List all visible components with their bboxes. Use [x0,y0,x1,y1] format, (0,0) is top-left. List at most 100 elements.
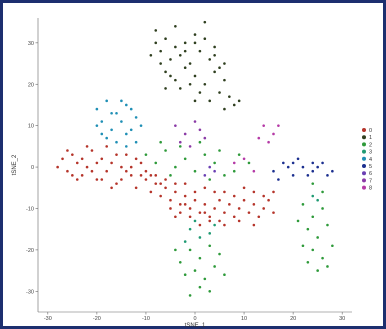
scatter-point-cluster-1 [174,24,177,28]
scatter-point-cluster-4 [139,124,143,127]
scatter-point-cluster-3 [316,198,319,202]
scatter-point-cluster-4 [105,99,108,103]
scatter-point-cluster-2 [174,165,177,169]
scatter-point-cluster-2 [208,244,212,248]
scatter-point-cluster-8 [267,140,270,144]
scatter-point-cluster-2 [326,265,329,268]
scatter-point-cluster-2 [178,145,182,148]
scatter-point-cluster-1 [178,53,182,57]
scatter-point-cluster-2 [198,285,202,289]
scatter-point-cluster-1 [159,62,162,65]
scatter-point-cluster-0 [213,190,216,194]
scatter-point-cluster-0 [262,207,265,210]
scatter-point-cluster-0 [218,198,221,202]
scatter-point-cluster-1 [198,49,202,53]
y-tick-label: -30 [26,289,34,295]
x-tick-label: -20 [93,316,101,322]
scatter-point-cluster-1 [149,53,153,57]
scatter-point-cluster-7 [188,145,192,148]
scatter-point-cluster-4 [110,128,113,132]
scatter-point-cluster-6 [208,165,212,169]
scatter-point-cluster-5 [316,165,319,169]
scatter-point-cluster-0 [183,194,187,198]
scatter-point-cluster-4 [129,107,133,111]
scatter-point-cluster-2 [321,207,324,210]
scatter-point-cluster-6 [203,174,207,177]
scatter-point-cluster-0 [272,190,275,194]
scatter-point-cluster-4 [115,140,118,144]
scatter-point-cluster-5 [326,174,329,177]
scatter-point-cluster-0 [203,203,207,206]
scatter-point-cluster-7 [183,132,187,136]
scatter-point-cluster-0 [242,186,246,190]
legend-marker-0 [362,128,366,132]
scatter-point-cluster-1 [164,87,167,90]
scatter-point-cluster-3 [183,240,187,243]
scatter-point-cluster-0 [154,182,158,185]
scatter-point-cluster-5 [277,178,280,181]
scatter-point-cluster-2 [188,294,192,297]
legend-marker-7 [362,178,366,183]
scatter-point-cluster-5 [272,169,275,173]
legend-label-4: 4 [369,157,372,163]
scatter-point-cluster-0 [125,153,128,156]
scatter-point-cluster-3 [213,223,216,227]
scatter-point-cluster-2 [183,157,187,161]
scatter-point-cluster-1 [203,37,207,41]
scatter-point-cluster-0 [90,149,94,152]
scatter-point-cluster-1 [159,49,162,53]
scatter-point-cluster-4 [125,103,128,107]
scatter-point-cluster-0 [183,182,187,185]
scatter-point-cluster-1 [218,66,221,69]
scatter-point-cluster-0 [139,174,143,177]
scatter-point-cluster-0 [257,215,261,219]
scatter-point-cluster-4 [100,132,104,136]
scatter-point-cluster-1 [213,45,216,49]
scatter-point-cluster-3 [188,227,192,231]
scatter-point-cluster-0 [75,161,79,165]
scatter-point-cluster-0 [188,215,192,219]
scatter-point-cluster-0 [61,157,64,161]
scatter-point-cluster-0 [129,165,133,169]
scatter-point-cluster-2 [311,215,315,219]
x-tick-label: 30 [339,316,345,322]
scatter-point-cluster-0 [252,223,256,227]
y-tick-label: -10 [26,206,34,212]
legend-label-5: 5 [369,164,372,170]
scatter-point-cluster-3 [311,194,315,198]
scatter-point-cluster-0 [252,190,256,194]
scatter-point-cluster-4 [125,132,128,136]
scatter-point-cluster-0 [80,157,84,161]
scatter-point-cluster-0 [56,165,59,169]
x-axis-title: tSNE_1 [185,323,206,329]
scatter-point-cluster-0 [232,215,236,219]
scatter-point-cluster-2 [193,169,197,173]
scatter-point-cluster-5 [291,161,295,165]
scatter-point-cluster-2 [208,178,212,181]
scatter-point-cluster-1 [223,78,226,82]
y-tick-label: 20 [28,82,34,88]
scatter-point-cluster-5 [306,174,310,177]
scatter-point-cluster-1 [174,45,177,49]
scatter-point-cluster-5 [291,174,295,177]
scatter-point-cluster-2 [326,223,329,227]
scatter-point-cluster-2 [213,265,216,268]
scatter-point-cluster-2 [331,244,334,248]
scatter-point-cluster-3 [208,232,212,235]
y-tick-label: 30 [28,41,34,47]
scatter-point-cluster-0 [203,186,207,190]
scatter-point-cluster-0 [129,174,133,177]
scatter-point-cluster-2 [174,248,177,252]
legend-label-1: 1 [369,135,372,141]
scatter-point-cluster-2 [306,227,310,231]
scatter-point-cluster-0 [178,203,182,206]
scatter-point-cluster-0 [198,223,202,227]
scatter-point-cluster-0 [105,145,108,148]
legend-label-7: 7 [369,178,372,184]
legend-marker-1 [362,135,366,140]
scatter-point-cluster-1 [223,107,226,111]
scatter-point-cluster-0 [125,169,128,173]
legend-marker-4 [362,156,366,161]
scatter-point-cluster-2 [218,149,221,152]
